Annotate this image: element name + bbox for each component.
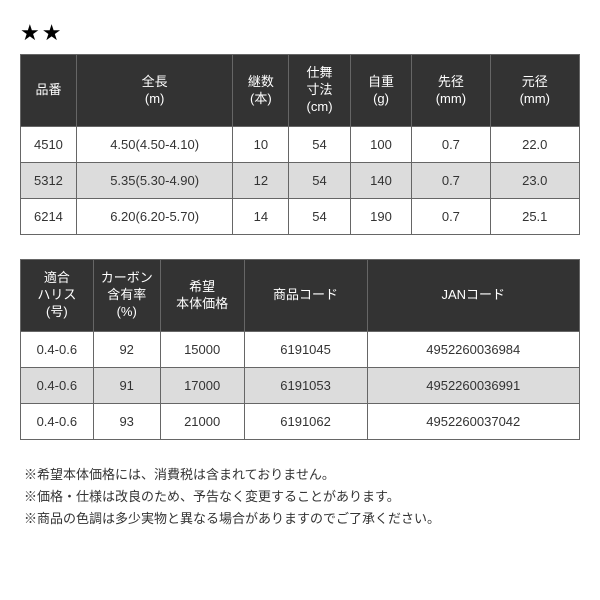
table-cell: 4510 xyxy=(21,127,77,163)
col-header: 先径(mm) xyxy=(412,55,490,127)
table-row: 62146.20(6.20-5.70)14541900.725.1 xyxy=(21,199,580,235)
table-cell: 100 xyxy=(350,127,411,163)
col-header: 適合ハリス(号) xyxy=(21,260,94,332)
table-cell: 14 xyxy=(233,199,289,235)
table-cell: 17000 xyxy=(160,368,244,404)
col-header: カーボン含有率(%) xyxy=(93,260,160,332)
col-header: 商品コード xyxy=(244,260,367,332)
table-cell: 54 xyxy=(289,199,350,235)
table-cell: 0.4-0.6 xyxy=(21,332,94,368)
table-row: 0.4-0.6911700061910534952260036991 xyxy=(21,368,580,404)
table-cell: 91 xyxy=(93,368,160,404)
footnote-line: ※希望本体価格には、消費税は含まれておりません。 xyxy=(24,464,576,486)
table-cell: 23.0 xyxy=(490,163,579,199)
table-cell: 6191045 xyxy=(244,332,367,368)
table-cell: 0.7 xyxy=(412,163,490,199)
table-cell: 4952260037042 xyxy=(367,404,579,440)
table-header-row: 適合ハリス(号) カーボン含有率(%) 希望本体価格 商品コード JANコード xyxy=(21,260,580,332)
footnote-line: ※価格・仕様は改良のため、予告なく変更することがあります。 xyxy=(24,486,576,508)
table-cell: 25.1 xyxy=(490,199,579,235)
table-row: 45104.50(4.50-4.10)10541000.722.0 xyxy=(21,127,580,163)
table-cell: 0.4-0.6 xyxy=(21,404,94,440)
footnote-line: ※商品の色調は多少実物と異なる場合がありますのでご了承ください。 xyxy=(24,508,576,530)
spec-table-1: 品番 全長(m) 継数(本) 仕舞寸法(cm) 自重(g) 先径(mm) 元径(… xyxy=(20,54,580,235)
table1-body: 45104.50(4.50-4.10)10541000.722.053125.3… xyxy=(21,127,580,235)
table-header-row: 品番 全長(m) 継数(本) 仕舞寸法(cm) 自重(g) 先径(mm) 元径(… xyxy=(21,55,580,127)
table-cell: 0.7 xyxy=(412,199,490,235)
table-cell: 92 xyxy=(93,332,160,368)
table-cell: 6.20(6.20-5.70) xyxy=(76,199,233,235)
table-cell: 54 xyxy=(289,163,350,199)
table-cell: 22.0 xyxy=(490,127,579,163)
table-cell: 93 xyxy=(93,404,160,440)
table2-body: 0.4-0.69215000619104549522600369840.4-0.… xyxy=(21,332,580,440)
col-header: 全長(m) xyxy=(76,55,233,127)
table-cell: 10 xyxy=(233,127,289,163)
table-cell: 4952260036991 xyxy=(367,368,579,404)
col-header: 元径(mm) xyxy=(490,55,579,127)
col-header: JANコード xyxy=(367,260,579,332)
table-cell: 140 xyxy=(350,163,411,199)
table-cell: 6191053 xyxy=(244,368,367,404)
table-row: 0.4-0.6932100061910624952260037042 xyxy=(21,404,580,440)
table-row: 0.4-0.6921500061910454952260036984 xyxy=(21,332,580,368)
table-cell: 12 xyxy=(233,163,289,199)
table-cell: 5.35(5.30-4.90) xyxy=(76,163,233,199)
col-header: 自重(g) xyxy=(350,55,411,127)
col-header: 継数(本) xyxy=(233,55,289,127)
table-cell: 6191062 xyxy=(244,404,367,440)
table-cell: 21000 xyxy=(160,404,244,440)
rating-stars: ★★ xyxy=(20,20,580,46)
table-cell: 190 xyxy=(350,199,411,235)
col-header: 品番 xyxy=(21,55,77,127)
table-cell: 54 xyxy=(289,127,350,163)
table-cell: 0.4-0.6 xyxy=(21,368,94,404)
table-row: 53125.35(5.30-4.90)12541400.723.0 xyxy=(21,163,580,199)
table-cell: 0.7 xyxy=(412,127,490,163)
table-cell: 5312 xyxy=(21,163,77,199)
col-header: 仕舞寸法(cm) xyxy=(289,55,350,127)
table-cell: 15000 xyxy=(160,332,244,368)
spec-table-2: 適合ハリス(号) カーボン含有率(%) 希望本体価格 商品コード JANコード … xyxy=(20,259,580,440)
table-cell: 4.50(4.50-4.10) xyxy=(76,127,233,163)
table-cell: 4952260036984 xyxy=(367,332,579,368)
table-cell: 6214 xyxy=(21,199,77,235)
footnotes: ※希望本体価格には、消費税は含まれておりません。 ※価格・仕様は改良のため、予告… xyxy=(24,464,576,530)
col-header: 希望本体価格 xyxy=(160,260,244,332)
